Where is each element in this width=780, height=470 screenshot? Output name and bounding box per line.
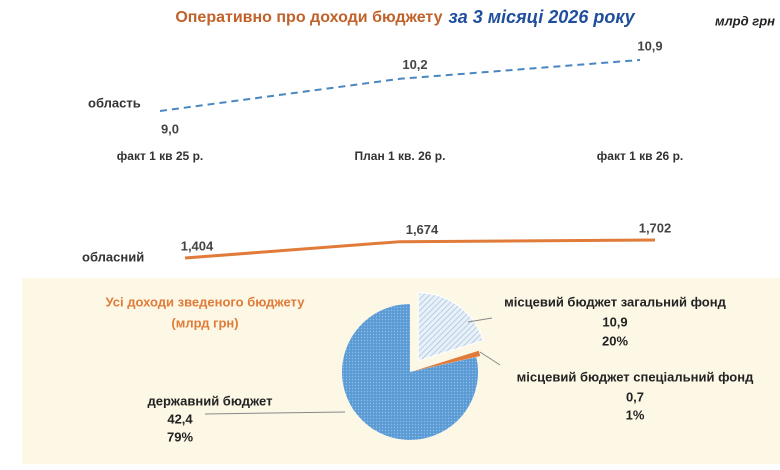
pie-slice	[417, 292, 484, 362]
x-tick-label: факт 1 кв 26 р.	[597, 149, 683, 163]
pie-value: 10,9	[602, 314, 627, 329]
pie-slice	[413, 350, 481, 371]
x-tick-label: факт 1 кв 25 р.	[117, 149, 203, 163]
pie-slice	[342, 304, 478, 440]
pie-percent: 1%	[626, 407, 645, 422]
line	[159, 59, 641, 112]
unit: млрд грн	[715, 13, 775, 28]
title-emphasis: за 3 місяці 2026 року	[449, 7, 636, 27]
data-label: 10,9	[637, 38, 662, 53]
pie-value: 42,4	[167, 411, 193, 426]
data-label: 1,674	[406, 222, 439, 237]
title-main: Оперативно про доходи бюджету	[175, 9, 442, 26]
pie-value: 0,7	[626, 389, 644, 404]
data-label: 1,702	[639, 220, 672, 235]
pie-label: державний бюджет	[148, 393, 273, 408]
pie-title: Усі доходи зведеного бюджету	[106, 294, 306, 309]
title: Оперативно про доходи бюджету за 3 місяці…	[175, 7, 635, 27]
pie-percent: 79%	[167, 429, 193, 444]
leader-line	[467, 317, 493, 323]
data-label: 9,0	[161, 121, 179, 136]
pie-percent: 20%	[602, 333, 628, 348]
data-label: 1,404	[181, 238, 214, 253]
series-name: обласний	[82, 249, 144, 264]
data-label: 10,2	[402, 57, 427, 72]
pie-label: місцевий бюджет спеціальний фонд	[517, 369, 754, 384]
series-name: область	[88, 95, 141, 110]
x-tick-label: План 1 кв. 26 р.	[355, 149, 446, 163]
line	[184, 238, 656, 260]
pie-subtitle: (млрд грн)	[171, 315, 238, 330]
leader-line	[204, 411, 346, 415]
leader-line	[479, 351, 501, 366]
pie-label: місцевий бюджет загальний фонд	[504, 294, 726, 309]
